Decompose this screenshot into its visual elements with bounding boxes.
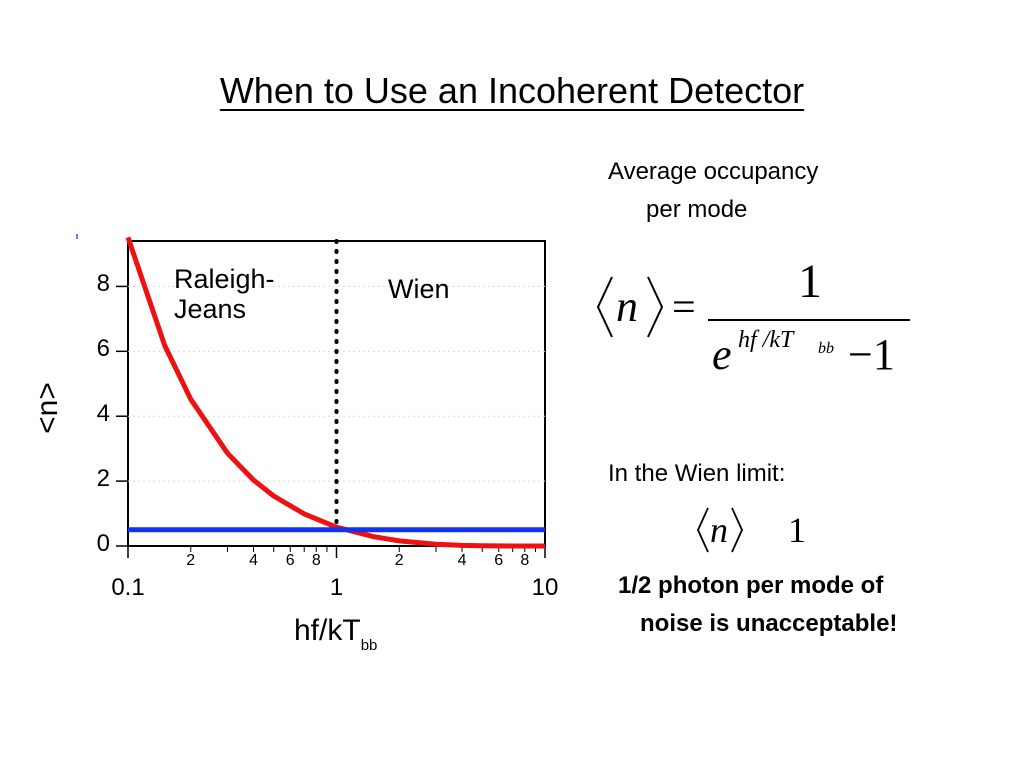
x-minor-label: 2 <box>186 552 196 569</box>
formula-lhs-var: n <box>616 282 638 331</box>
note-line1: 1/2 photon per mode of <box>618 572 884 599</box>
formula-numerator: 1 <box>798 255 822 308</box>
formula-equals: = <box>672 285 696 331</box>
occupancy-curve <box>125 236 545 549</box>
formula-minus-one: −1 <box>848 330 895 379</box>
limit-var: n <box>710 510 728 550</box>
occupancy-heading-line1: Average occupancy <box>608 158 819 185</box>
y-tick-label-4: 4 <box>96 400 110 428</box>
x-minor-label: 6 <box>494 552 504 569</box>
limit-value: 1 <box>788 510 806 550</box>
occupancy-heading-line2: per mode <box>646 196 748 223</box>
wien-limit-expression: n 1 <box>697 507 806 553</box>
y-axis-label: <n> <box>31 382 64 434</box>
x-minor-label: 4 <box>249 552 258 569</box>
occupancy-formula: n = 1 e hf /kT bb −1 <box>596 255 910 379</box>
note-line2: noise is unacceptable! <box>640 610 898 637</box>
wien-limit-label: In the Wien limit: <box>608 460 786 487</box>
formula-base-e: e <box>712 330 732 379</box>
y-tick-label-2: 2 <box>96 465 110 493</box>
x-axis-label: hf/kTbb <box>294 614 378 654</box>
slide-title: When to Use an Incoherent Detector <box>219 70 805 111</box>
x-tick-label-1: 1 <box>329 574 344 601</box>
x-tick-label-10: 10 <box>531 574 559 601</box>
y-tick-label-8: 8 <box>96 270 110 298</box>
formula-exponent: hf /kT <box>738 327 795 353</box>
region-label-raleigh-jeans: Raleigh-Jeans <box>174 264 275 324</box>
x-minor-label: 4 <box>457 552 467 569</box>
x-minor-label: 6 <box>285 552 295 569</box>
x-minor-label: 8 <box>520 552 530 569</box>
y-tick-label-0: 0 <box>96 530 110 557</box>
x-tick-label-0.1: 0.1 <box>111 574 145 601</box>
x-minor-label: 8 <box>311 552 321 569</box>
y-tick-label-6: 6 <box>96 335 110 363</box>
region-label-wien: Wien <box>388 274 450 304</box>
x-minor-label: 2 <box>394 552 404 569</box>
formula-exponent-sub: bb <box>818 340 834 357</box>
